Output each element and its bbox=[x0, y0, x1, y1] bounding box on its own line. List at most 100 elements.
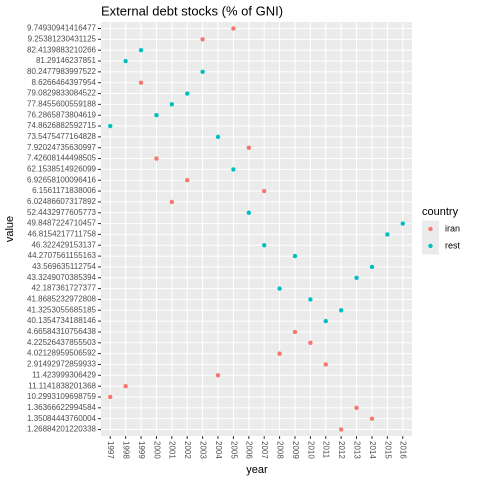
y-tick-label: 10.2993109698759 bbox=[27, 392, 97, 401]
point bbox=[200, 69, 205, 75]
x-tick-label: 2005 bbox=[229, 441, 238, 459]
y-tick-label: 44.2707561155163 bbox=[28, 251, 97, 260]
y-tick-label: 46.8154217711758 bbox=[28, 230, 97, 239]
x-tick-label: 1998 bbox=[122, 441, 131, 459]
x-tick-label: 2013 bbox=[352, 441, 361, 459]
y-tick-label: 6.1561171838006 bbox=[32, 186, 96, 195]
y-tick-label: 79.0829833084522 bbox=[27, 89, 97, 98]
point bbox=[169, 199, 175, 205]
y-tick-label: 41.8685232972808 bbox=[27, 295, 97, 304]
x-tick-label: 2000 bbox=[152, 441, 161, 459]
point bbox=[123, 58, 128, 64]
point bbox=[369, 416, 375, 421]
point bbox=[292, 253, 298, 259]
chart-title: External debt stocks (% of GNI) bbox=[101, 3, 283, 18]
x-tick-label: 1997 bbox=[106, 441, 115, 459]
point bbox=[277, 286, 282, 291]
point bbox=[354, 275, 359, 280]
y-tick-label: 4.66584310756438 bbox=[27, 327, 97, 336]
legend-marker bbox=[428, 243, 433, 249]
y-tick-label: 41.3253055685185 bbox=[27, 305, 97, 314]
point bbox=[308, 340, 313, 345]
y-tick-label: 73.5475477164828 bbox=[27, 132, 97, 141]
y-tick-label: 11.1141838201368 bbox=[28, 381, 96, 390]
x-tick-label: 2004 bbox=[214, 441, 223, 459]
y-tick-label: 43.569635112754 bbox=[32, 262, 96, 271]
y-tick-label: 52.4432977605773 bbox=[27, 208, 97, 217]
legend-marker bbox=[428, 226, 433, 232]
y-tick-label: 46.322429153137 bbox=[31, 240, 96, 249]
point bbox=[261, 243, 267, 248]
y-tick-label: 9.74930941416477 bbox=[27, 24, 97, 33]
point bbox=[215, 373, 221, 378]
legend-label: iran bbox=[445, 223, 460, 233]
y-tick-label: 1.36366622994584 bbox=[27, 403, 97, 412]
y-tick-label: 6.02486607317892 bbox=[27, 197, 97, 206]
y-tick-label: 4.02128959506592 bbox=[27, 349, 97, 358]
x-tick-label: 2003 bbox=[199, 441, 208, 459]
point bbox=[338, 308, 344, 313]
y-tick-label: 9.25381230431125 bbox=[28, 34, 97, 43]
y-tick-label: 43.3249070385394 bbox=[27, 273, 97, 282]
y-tick-label: 81.29146237851 bbox=[36, 56, 97, 65]
point bbox=[323, 318, 328, 324]
x-tick-label: 2011 bbox=[322, 441, 331, 459]
x-tick-label: 1999 bbox=[137, 441, 146, 459]
y-tick-label: 76.2865873804619 bbox=[27, 110, 97, 119]
y-tick-label: 77.8455600559188 bbox=[27, 99, 97, 108]
y-tick-label: 2.91492972859933 bbox=[27, 360, 97, 369]
point bbox=[215, 134, 221, 140]
point bbox=[338, 427, 344, 432]
y-tick-label: 8.6266464397954 bbox=[31, 78, 96, 87]
x-tick-label: 2014 bbox=[368, 441, 377, 459]
point bbox=[108, 394, 113, 400]
y-tick-label: 49.8487224710457 bbox=[27, 219, 97, 228]
y-axis-label: value bbox=[4, 216, 16, 242]
legend-title: country bbox=[422, 206, 459, 218]
y-tick-label: 80.2477983997522 bbox=[27, 67, 97, 76]
x-tick-label: 2015 bbox=[383, 441, 392, 459]
point bbox=[154, 156, 159, 161]
point bbox=[138, 80, 144, 85]
point bbox=[231, 167, 236, 172]
point bbox=[354, 405, 359, 411]
y-tick-label: 7.92024735630997 bbox=[27, 143, 97, 152]
x-tick-label: 2009 bbox=[291, 441, 300, 459]
point bbox=[308, 297, 313, 302]
x-axis-label: year bbox=[246, 464, 268, 476]
point bbox=[154, 113, 159, 118]
legend-label: rest bbox=[445, 240, 461, 250]
point bbox=[108, 123, 113, 129]
point bbox=[246, 145, 252, 150]
y-tick-label: 11.423999306429 bbox=[32, 370, 96, 379]
y-tick-label: 7.42608144498505 bbox=[27, 154, 97, 163]
y-tick-label: 40.1354734188146 bbox=[27, 316, 97, 325]
y-tick-label: 4.22526437855503 bbox=[27, 338, 97, 347]
point bbox=[185, 91, 190, 96]
x-tick-label: 2010 bbox=[306, 441, 315, 459]
point bbox=[185, 178, 190, 183]
point bbox=[200, 37, 205, 42]
point bbox=[123, 383, 128, 389]
point bbox=[323, 362, 328, 367]
y-tick-label: 1.35084443760004 bbox=[27, 414, 97, 423]
point bbox=[261, 188, 267, 194]
y-tick-label: 1.26884201220338 bbox=[27, 425, 97, 434]
x-tick-label: 2008 bbox=[275, 441, 284, 459]
x-tick-label: 2016 bbox=[399, 441, 408, 459]
point bbox=[400, 221, 405, 226]
x-tick-label: 2002 bbox=[183, 441, 192, 459]
point bbox=[292, 329, 298, 335]
panel bbox=[101, 22, 412, 436]
x-tick-label: 2012 bbox=[337, 441, 346, 459]
x-tick-label: 2007 bbox=[260, 441, 269, 459]
y-tick-label: 82.4139883210266 bbox=[27, 45, 97, 54]
point bbox=[231, 26, 236, 31]
point bbox=[385, 232, 390, 237]
y-tick-label: 42.187361727377 bbox=[31, 284, 96, 293]
point bbox=[169, 102, 175, 107]
point bbox=[138, 47, 144, 53]
y-tick-label: 62.1538514926099 bbox=[27, 165, 97, 174]
x-tick-label: 2006 bbox=[245, 441, 254, 459]
